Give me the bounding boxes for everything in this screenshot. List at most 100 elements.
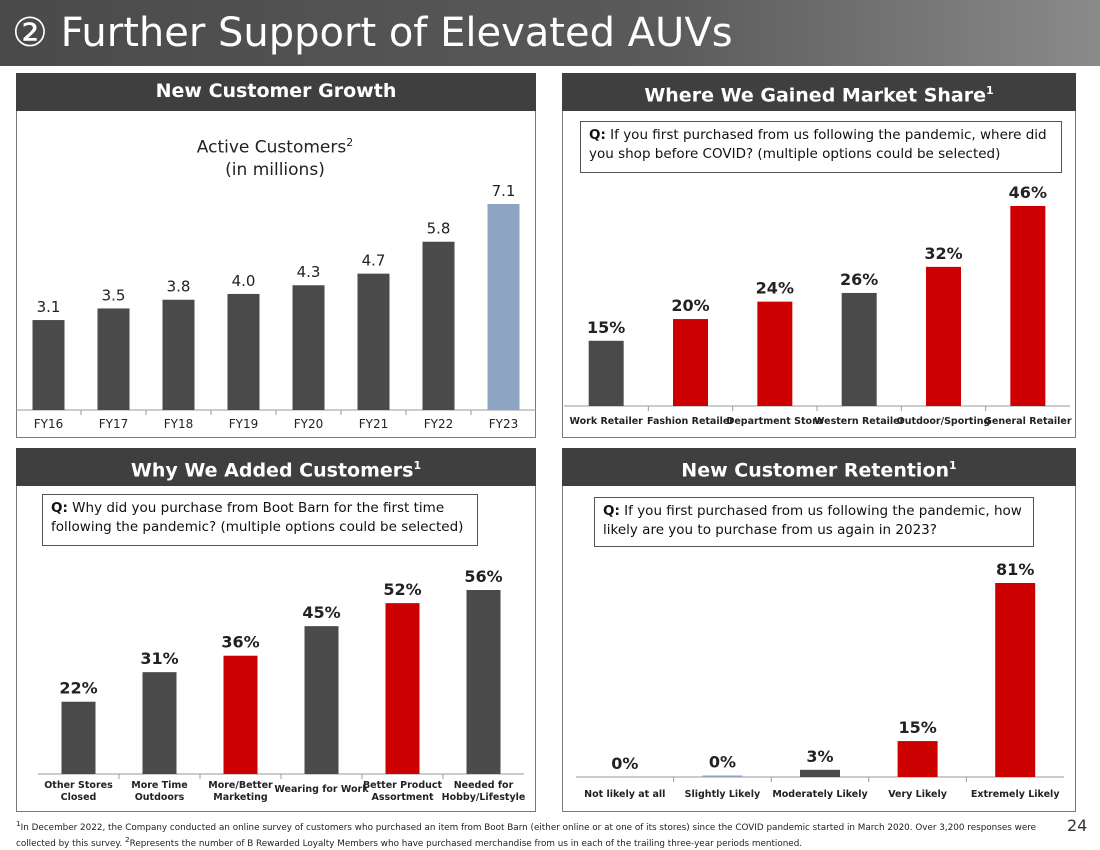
bar-market_share-1: [673, 319, 708, 406]
customer-growth-header-text: New Customer Growth: [155, 80, 397, 102]
category-label-why_added-5: Needed for Hobby/Lifestyle: [442, 780, 526, 803]
category-label-why_added-4: Better Product Assortment: [363, 780, 443, 803]
value-label-active_customers-2: 3.8: [167, 278, 191, 296]
value-label-market_share-4: 32%: [924, 244, 962, 263]
bar-market_share-2: [757, 301, 793, 406]
value-label-why_added-3: 45%: [302, 603, 340, 622]
why-added-header-sup: 1: [413, 459, 422, 472]
category-label-retention-3: Very Likely: [888, 789, 948, 800]
bar-market_share-5: [1010, 206, 1046, 406]
category-label-market_share-4: Outdoor/Sporting: [897, 416, 991, 427]
question-prefix: Q:: [589, 127, 606, 143]
bar-why_added-2: [223, 655, 258, 774]
chart-title-line1: Active Customers: [196, 137, 347, 158]
bar-active_customers-5: [357, 273, 390, 410]
bar-market_share-0: [588, 340, 624, 406]
value-label-active_customers-3: 4.0: [232, 272, 256, 290]
bar-retention-4: [995, 583, 1036, 777]
active-customers-chart-title: Active Customers2 (in millions): [150, 132, 400, 181]
category-label-why_added-2: More/Better Marketing: [208, 780, 273, 803]
value-label-market_share-1: 20%: [671, 296, 709, 315]
market-share-header-sup: 1: [986, 84, 994, 97]
value-label-why_added-5: 56%: [464, 567, 502, 586]
value-label-why_added-1: 31%: [140, 649, 178, 668]
bar-why_added-3: [304, 626, 339, 774]
page-title: ② Further Support of Elevated AUVs: [0, 0, 1100, 66]
bar-why_added-0: [61, 701, 96, 774]
category-label-why_added-0: Other Stores Closed: [44, 780, 113, 803]
customer-growth-header: New Customer Growth: [16, 73, 536, 111]
category-label-active_customers-3: FY19: [229, 417, 259, 431]
bar-retention-2: [800, 769, 840, 777]
value-label-retention-0: 0%: [611, 754, 638, 773]
bar-active_customers-6: [422, 241, 455, 410]
market-share-chart: 15% Work Retailer 20% Fashion Retailer 24% De…: [564, 183, 1072, 427]
bar-retention-1: [702, 775, 743, 777]
value-label-market_share-0: 15%: [587, 318, 625, 337]
value-label-retention-2: 3%: [806, 747, 833, 766]
category-label-retention-4: Extremely Likely: [971, 789, 1060, 800]
value-label-retention-3: 15%: [898, 718, 936, 737]
value-label-active_customers-1: 3.5: [102, 286, 126, 304]
category-label-market_share-3: Western Retailer: [814, 416, 905, 427]
active-customers-chart: 3.1 FY16 3.5 FY17 3.8 FY18 4.0 FY19 4.3 FY20 4.7 FY…: [16, 182, 536, 431]
category-label-active_customers-1: FY17: [99, 417, 129, 431]
why-added-question: Q: Why did you purchase from Boot Barn f…: [42, 494, 478, 546]
why-added-header-text: Why We Added Customers: [130, 459, 414, 482]
value-label-retention-1: 0%: [709, 753, 736, 772]
question-prefix: Q:: [603, 503, 620, 519]
footnote: 1In December 2022, the Company conducted…: [16, 818, 1061, 850]
value-label-active_customers-0: 3.1: [37, 298, 61, 316]
bar-active_customers-7: [487, 204, 520, 410]
bar-active_customers-2: [162, 299, 195, 410]
category-label-retention-0: Not likely at all: [584, 789, 665, 800]
category-label-active_customers-5: FY21: [359, 417, 389, 431]
footnote-text2: Represents the number of B Rewarded Loya…: [129, 838, 803, 849]
category-label-market_share-0: Work Retailer: [570, 416, 644, 427]
category-label-active_customers-4: FY20: [294, 417, 324, 431]
bar-market_share-4: [926, 266, 961, 406]
question-prefix: Q:: [51, 500, 68, 516]
value-label-market_share-2: 24%: [756, 279, 794, 298]
market-share-header-text: Where We Gained Market Share: [644, 84, 987, 107]
value-label-retention-4: 81%: [996, 560, 1034, 579]
why-added-header: Why We Added Customers1: [16, 448, 536, 486]
question-text: If you first purchased from us following…: [589, 127, 1047, 162]
category-label-market_share-2: Department Store: [726, 416, 823, 427]
bar-active_customers-0: [32, 320, 65, 410]
category-label-active_customers-2: FY18: [164, 417, 194, 431]
footnote-text1: In December 2022, the Company conducted …: [16, 822, 1037, 849]
category-label-market_share-1: Fashion Retailer: [647, 416, 734, 427]
category-label-active_customers-7: FY23: [489, 417, 519, 431]
bar-retention-3: [897, 741, 938, 777]
category-label-active_customers-6: FY22: [424, 417, 454, 431]
bar-why_added-1: [142, 672, 177, 774]
category-label-retention-1: Slightly Likely: [685, 789, 761, 800]
retention-chart: 0% Not likely at all 0% Slightly Likely 3% Mo…: [576, 560, 1064, 800]
page-number: 24: [1067, 816, 1088, 835]
chart-title-line2: (in millions): [225, 159, 325, 180]
retention-header-sup: 1: [949, 459, 957, 472]
retention-header-text: New Customer Retention: [681, 459, 950, 482]
value-label-active_customers-4: 4.3: [297, 263, 321, 281]
question-text: If you first purchased from us following…: [603, 503, 1022, 538]
category-label-why_added-1: More Time Outdoors: [131, 780, 188, 803]
retention-question: Q: If you first purchased from us follow…: [594, 497, 1034, 547]
footnote-sup1: 1: [16, 819, 21, 828]
category-label-active_customers-0: FY16: [34, 417, 64, 431]
bar-active_customers-1: [97, 308, 130, 410]
value-label-why_added-0: 22%: [59, 679, 97, 698]
value-label-why_added-2: 36%: [221, 633, 259, 652]
value-label-active_customers-5: 4.7: [362, 252, 386, 270]
footnote-sup2: 2: [124, 834, 130, 844]
bar-active_customers-4: [292, 285, 325, 410]
bar-why_added-5: [466, 590, 501, 774]
value-label-why_added-4: 52%: [383, 580, 421, 599]
category-label-retention-2: Moderately Likely: [772, 789, 868, 800]
value-label-active_customers-6: 5.8: [427, 220, 451, 238]
bar-why_added-4: [385, 603, 420, 774]
chart-title-sup: 2: [346, 136, 354, 149]
category-label-why_added-3: Wearing for Work: [274, 784, 369, 795]
value-label-market_share-5: 46%: [1009, 183, 1047, 202]
retention-header: New Customer Retention1: [562, 448, 1076, 486]
